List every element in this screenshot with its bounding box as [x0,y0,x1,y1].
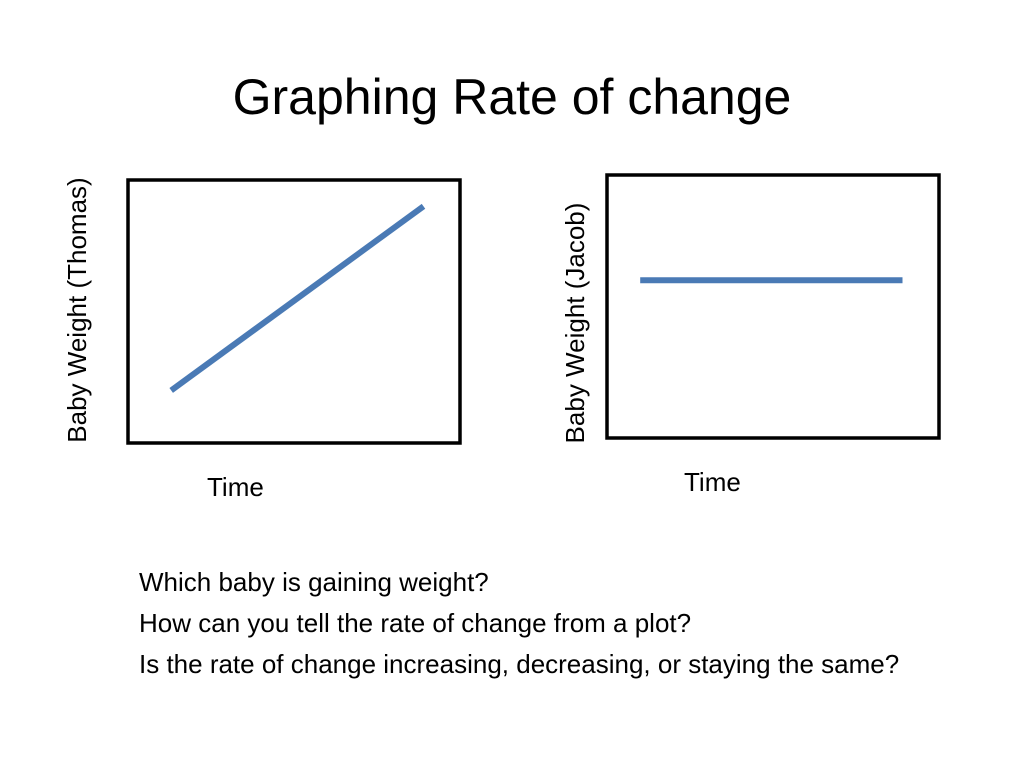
question-1: Which baby is gaining weight? [139,567,489,597]
chart-thomas-y-axis-label: Baby Weight (Thomas) [62,177,92,443]
slide-title: Graphing Rate of change [232,69,792,125]
question-2: How can you tell the rate of change from… [139,608,692,638]
chart-thomas-plot [126,178,462,445]
chart-jacob-frame [605,173,941,440]
chart-jacob-y-axis-label: Baby Weight (Jacob) [560,202,590,444]
chart-thomas: Baby Weight (Thomas) Time [60,150,480,510]
question-3: Is the rate of change increasing, decrea… [139,649,900,679]
chart-jacob-plot [605,173,941,440]
chart-thomas-x-axis-label: Time [207,472,264,502]
chart-jacob-x-axis-label: Time [684,467,741,497]
discussion-questions: Which baby is gaining weight? How can yo… [139,562,919,685]
chart-thomas-series-line [169,203,426,393]
chart-thomas-frame [126,178,462,445]
chart-jacob: Baby Weight (Jacob) Time [550,150,970,510]
